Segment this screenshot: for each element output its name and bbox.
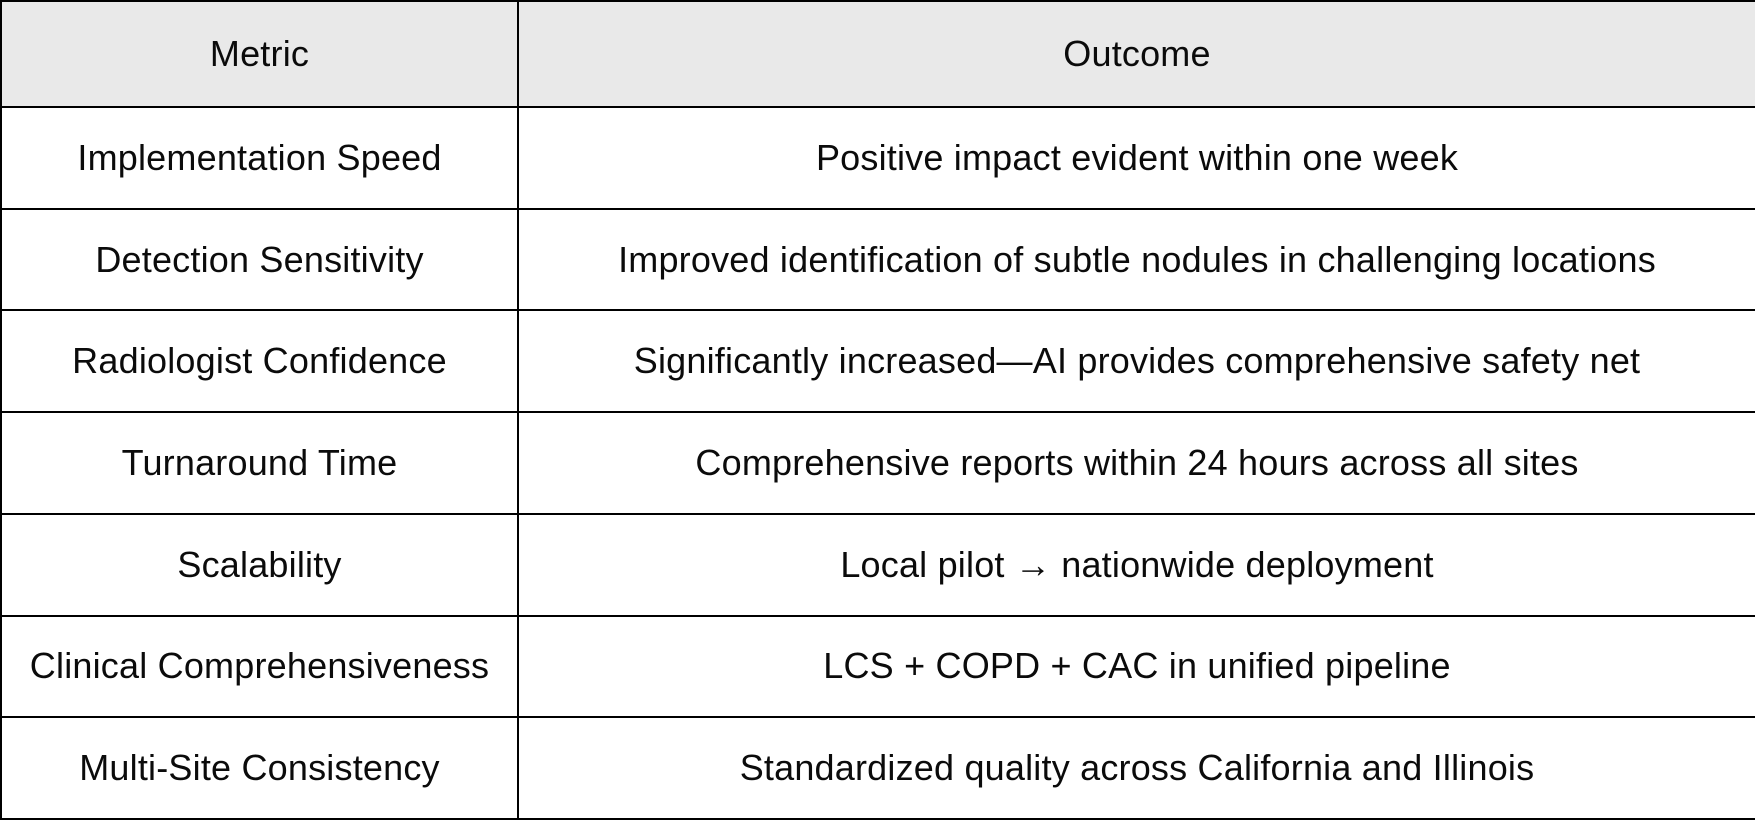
column-header-outcome: Outcome xyxy=(517,0,1755,108)
table-row: Scalability Local pilot → nationwide dep… xyxy=(0,512,1755,617)
table-cell-metric: Scalability xyxy=(0,512,519,617)
table-cell-outcome: Standardized quality across California a… xyxy=(517,716,1755,820)
column-header-metric: Metric xyxy=(0,0,519,108)
table-cell-metric: Clinical Comprehensiveness xyxy=(0,614,519,719)
table-cell-metric: Radiologist Confidence xyxy=(0,309,519,414)
table-row: Multi-Site Consistency Standardized qual… xyxy=(0,716,1755,820)
table-row: Turnaround Time Comprehensive reports wi… xyxy=(0,411,1755,515)
table-row: Detection Sensitivity Improved identific… xyxy=(0,207,1755,312)
table-cell-metric: Detection Sensitivity xyxy=(0,207,519,312)
table-header: Metric Outcome xyxy=(0,0,1755,108)
table-body: Implementation Speed Positive impact evi… xyxy=(0,106,1755,820)
table-cell-metric: Turnaround Time xyxy=(0,411,519,515)
table-cell-outcome: Comprehensive reports within 24 hours ac… xyxy=(517,411,1755,515)
table-cell-outcome: Positive impact evident within one week xyxy=(517,106,1755,210)
header-row: Metric Outcome xyxy=(0,0,1755,108)
table-cell-metric: Implementation Speed xyxy=(0,106,519,210)
table-cell-outcome: Significantly increased—AI provides comp… xyxy=(517,309,1755,414)
table-cell-metric: Multi-Site Consistency xyxy=(0,716,519,820)
table-row: Radiologist Confidence Significantly inc… xyxy=(0,309,1755,414)
table-cell-outcome: Improved identification of subtle nodule… xyxy=(517,207,1755,312)
table-row: Implementation Speed Positive impact evi… xyxy=(0,106,1755,210)
table-cell-outcome: LCS + COPD + CAC in unified pipeline xyxy=(517,614,1755,719)
table-cell-outcome: Local pilot → nationwide deployment xyxy=(517,512,1755,617)
table-row: Clinical Comprehensiveness LCS + COPD + … xyxy=(0,614,1755,719)
